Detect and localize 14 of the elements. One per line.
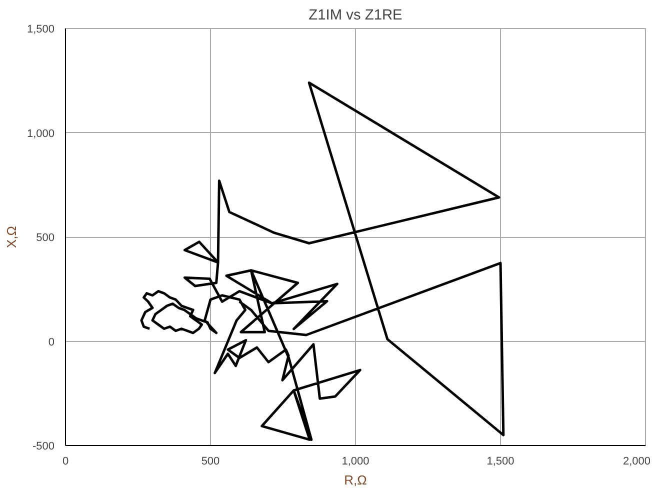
line-series (140, 81, 505, 441)
y-tick-label: 1,000 (26, 128, 55, 140)
x-tick-label: 500 (201, 456, 220, 468)
chart-title: Z1IM vs Z1RE (308, 8, 403, 24)
x-axis-title: R,Ω (344, 472, 368, 488)
x-tick-label: 2,000 (622, 456, 651, 468)
x-tick-label: 0 (62, 456, 69, 468)
y-tick-label: 500 (36, 232, 55, 244)
x-tick-label: 1,500 (486, 456, 514, 468)
y-tick-label: -500 (32, 440, 55, 452)
y-tick-label: 0 (48, 336, 55, 348)
y-axis-title: X,Ω (4, 226, 19, 248)
x-tick-label: 1,000 (342, 456, 370, 468)
y-tick-label: 1,500 (26, 24, 55, 36)
